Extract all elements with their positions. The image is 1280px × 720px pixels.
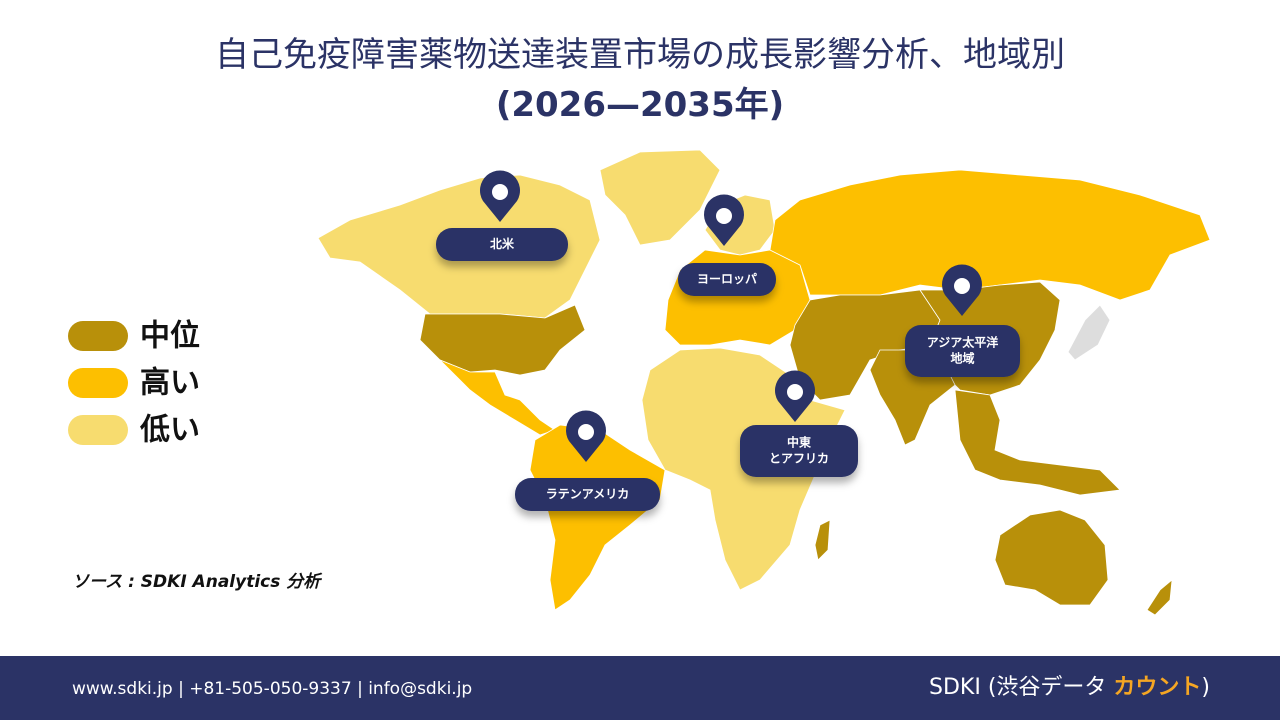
pin-dot [578,424,594,440]
contact: www.sdki.jp | +81-505-050-9337 | info@sd… [72,679,472,699]
japan [1067,304,1111,361]
region-label: アジア太平洋 [927,335,999,350]
madagascar [814,519,831,561]
brand-end: ) [1201,675,1210,700]
se-asia [954,389,1121,496]
russia [769,169,1211,301]
world-map [317,149,1211,616]
region-label: ヨーロッパ [697,272,757,286]
pin-dot [954,278,970,294]
title: 自己免疫障害薬物送達装置市場の成長影響分析、地域別 [215,35,1065,75]
brand-main: SDKI (渋谷データ [929,675,1113,700]
legend-label: 中位 [140,319,200,354]
new-zealand [1146,579,1173,616]
australia [994,509,1109,606]
legend-swatch [68,321,128,351]
legend-label: 高い [140,366,200,401]
pin-dot [492,184,508,200]
region-label: ラテンアメリカ [546,487,629,501]
footer-band [0,656,1280,720]
source: ソース : SDKI Analytics 分析 [72,572,323,592]
region-box [436,228,568,261]
pin-dot [787,384,803,400]
south-america [529,424,666,611]
region-label: とアフリカ [769,452,829,466]
legend-swatch [68,368,128,398]
region-label: 中東 [787,435,811,450]
legend-swatch [68,415,128,445]
brand: SDKI (渋谷データ カウント) [929,675,1210,700]
subtitle: (2026—2035年) [496,85,784,125]
pin-dot [716,208,732,224]
region-box [515,478,660,511]
region-box [678,263,776,296]
greenland [599,149,721,246]
region-box [905,325,1020,377]
brand-accent: カウント [1113,675,1201,700]
legend-label: 低い [139,413,200,448]
region-label: 地域 [950,351,974,366]
region-label: 北米 [490,236,515,251]
region-box [740,425,858,477]
